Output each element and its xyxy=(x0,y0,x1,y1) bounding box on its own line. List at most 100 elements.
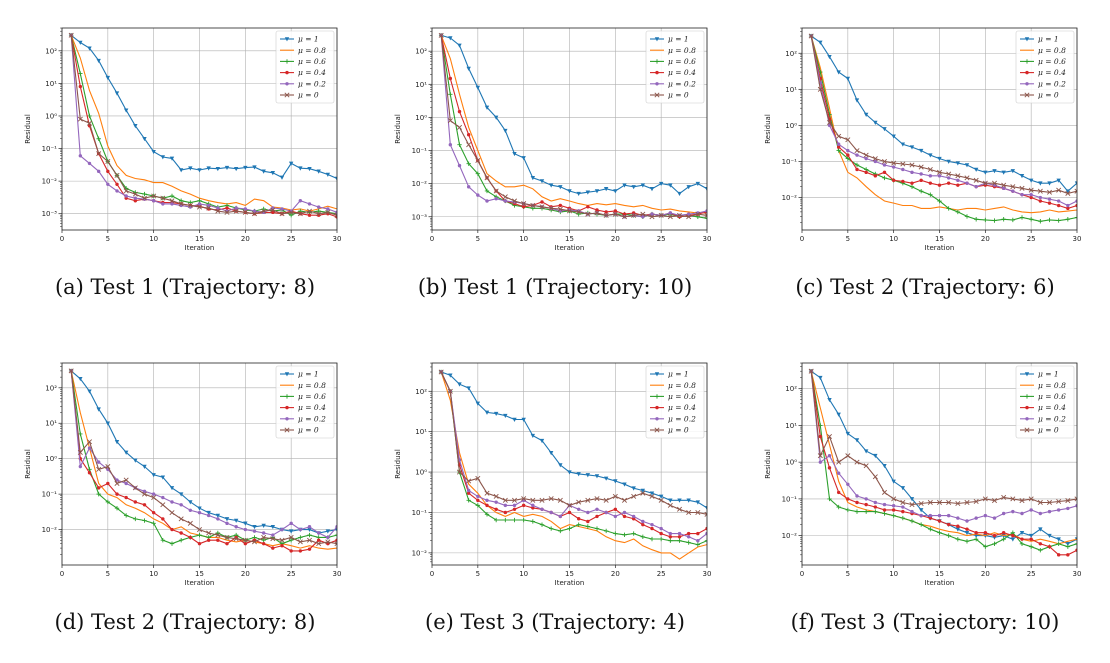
data-point xyxy=(864,502,868,507)
data-point xyxy=(548,451,554,456)
data-point xyxy=(114,506,120,511)
x-tick-label: 30 xyxy=(333,570,342,578)
data-point xyxy=(252,529,257,533)
series-line-4 xyxy=(70,370,337,539)
y-tick-label: 10⁻¹ xyxy=(782,495,798,503)
data-point xyxy=(1075,203,1077,208)
data-point xyxy=(909,162,915,168)
data-point xyxy=(133,196,138,200)
x-tick-label: 10 xyxy=(149,570,158,578)
y-tick-label: 10⁻³ xyxy=(42,210,58,218)
data-point xyxy=(1065,542,1071,547)
x-tick-label: 0 xyxy=(430,570,434,578)
data-point xyxy=(512,503,517,508)
x-axis-label: Iteration xyxy=(925,579,955,587)
data-point xyxy=(1028,544,1034,549)
data-point xyxy=(817,86,823,92)
y-axis-label: Residual xyxy=(394,114,402,144)
data-point xyxy=(956,183,960,187)
data-point xyxy=(845,507,851,513)
data-point xyxy=(677,498,682,503)
data-point xyxy=(827,453,832,458)
data-point xyxy=(548,526,554,531)
data-point xyxy=(493,188,499,194)
legend-marker xyxy=(284,394,290,399)
data-point xyxy=(252,524,257,530)
data-point xyxy=(78,71,83,76)
legend-entry: μ = 0 xyxy=(668,426,689,435)
data-point xyxy=(96,491,101,497)
data-point xyxy=(965,519,969,523)
data-point xyxy=(1010,169,1016,174)
x-tick-label: 30 xyxy=(333,235,342,243)
data-point xyxy=(334,176,337,181)
data-point xyxy=(494,500,498,504)
y-tick-label: 10⁻¹ xyxy=(412,509,428,517)
data-point xyxy=(151,492,156,496)
legend: μ = 1 μ = 0.8 μ = 0.6 μ = 0.4 μ = 0.2 μ = 0 xyxy=(1015,30,1075,104)
data-point xyxy=(188,500,193,505)
data-point xyxy=(151,193,157,199)
x-tick-label: 0 xyxy=(60,570,64,578)
data-point xyxy=(197,168,202,173)
data-point xyxy=(106,481,110,486)
data-point xyxy=(566,502,573,508)
data-point xyxy=(918,522,924,527)
data-point xyxy=(1056,498,1062,505)
y-tick-label: 10⁰ xyxy=(785,459,797,467)
data-point xyxy=(882,508,887,512)
series-group xyxy=(438,32,707,221)
y-axis-label: Residual xyxy=(24,449,32,479)
series-group xyxy=(68,368,337,553)
data-point xyxy=(622,514,627,519)
data-point xyxy=(1038,219,1043,224)
data-point xyxy=(836,471,841,475)
chart-panel-1: 0 5 10 15 20 25 30 10⁻³ 10⁻² 10⁻¹ 10⁰ 10¹ 10² Iterati… xyxy=(370,0,740,328)
data-point xyxy=(1056,537,1061,542)
data-point xyxy=(261,523,266,528)
chart-panel-0: 0 5 10 15 20 25 30 10⁻³ 10⁻² 10⁻¹ 10⁰ 10¹ 10² Iterati… xyxy=(0,0,370,328)
data-point xyxy=(298,535,303,540)
x-tick-label: 0 xyxy=(430,235,434,243)
data-point xyxy=(68,32,74,38)
data-point xyxy=(836,490,841,495)
data-point xyxy=(677,531,682,536)
data-point xyxy=(540,507,544,511)
data-point xyxy=(484,410,490,415)
legend-box xyxy=(275,30,335,104)
data-point xyxy=(964,530,970,536)
data-point xyxy=(485,503,489,508)
data-point xyxy=(115,492,119,496)
data-point xyxy=(288,529,294,534)
data-point xyxy=(133,516,138,522)
data-point xyxy=(901,167,905,172)
data-point xyxy=(909,518,915,524)
data-point xyxy=(973,177,979,183)
data-point xyxy=(456,124,463,130)
legend-entry: μ = 0.2 xyxy=(298,79,326,88)
legend-marker xyxy=(654,92,660,98)
data-point xyxy=(1074,541,1077,546)
chart-svg-4: 0 5 10 15 20 25 30 10⁻² 10⁻¹ 10⁰ 10¹ 10² Iteration Re… xyxy=(394,362,712,587)
data-point xyxy=(891,513,896,518)
data-point xyxy=(631,212,637,218)
data-point xyxy=(206,510,211,516)
legend-entry: μ = 1 xyxy=(668,370,689,379)
data-point xyxy=(87,467,92,472)
legend-marker xyxy=(284,427,290,433)
legend: μ = 1 μ = 0.8 μ = 0.6 μ = 0.4 μ = 0.2 μ = 0 xyxy=(275,30,335,104)
data-point xyxy=(96,407,101,412)
data-point xyxy=(937,519,942,523)
data-point xyxy=(124,194,128,198)
data-point xyxy=(531,503,535,508)
data-point xyxy=(261,206,266,212)
data-point xyxy=(649,187,655,192)
x-tick-label: 30 xyxy=(703,570,712,578)
data-point xyxy=(909,184,915,189)
data-point xyxy=(695,509,701,515)
data-point xyxy=(891,134,896,139)
data-point xyxy=(1038,195,1043,200)
data-point xyxy=(1075,199,1077,203)
data-point xyxy=(1047,509,1052,514)
data-point xyxy=(910,509,914,514)
